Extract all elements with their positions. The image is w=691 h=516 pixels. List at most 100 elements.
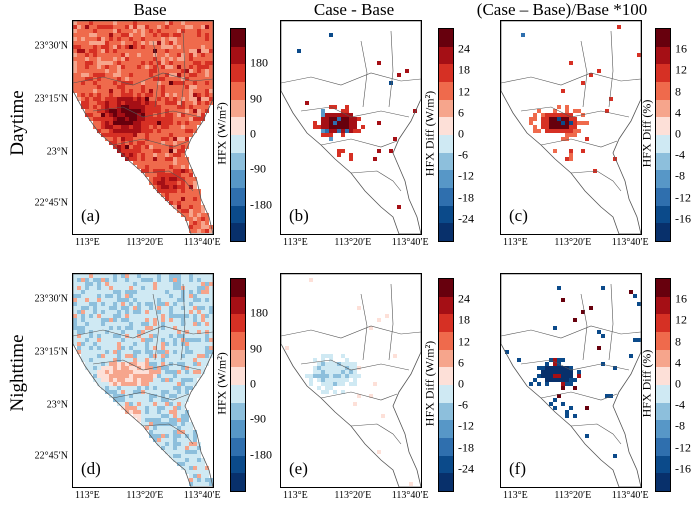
grid-cell [137, 25, 141, 29]
grid-cell [121, 77, 125, 81]
grid-cell [93, 282, 97, 286]
grid-cell [77, 41, 81, 45]
grid-cell [197, 350, 201, 354]
grid-cell [153, 89, 157, 93]
grid-cell [137, 153, 141, 157]
grid-cell [81, 45, 85, 49]
grid-cell [333, 105, 337, 109]
y-tick-label: 23°N [46, 399, 68, 411]
grid-cell [541, 121, 545, 125]
grid-cell [145, 129, 149, 133]
grid-cell [189, 302, 193, 306]
colorbar-tick-label: -8 [675, 168, 685, 183]
grid-cell [169, 49, 173, 53]
colorbar-tick-label: 12 [458, 334, 470, 349]
grid-cell [129, 354, 133, 358]
district-boundary [388, 30, 394, 108]
grid-cell [165, 25, 169, 29]
grid-cell [109, 73, 113, 77]
grid-cell [89, 306, 93, 310]
grid-cell [153, 29, 157, 33]
grid-cell [101, 37, 105, 41]
grid-cell [177, 165, 181, 169]
grid-cell [85, 286, 89, 290]
grid-cell [557, 374, 561, 378]
grid-cell [149, 69, 153, 73]
district-boundary [388, 283, 394, 361]
colorbar-segment [656, 402, 670, 421]
grid-cell [81, 302, 85, 306]
grid-cell [169, 414, 173, 418]
grid-cell [197, 221, 201, 225]
grid-cell [181, 197, 185, 201]
grid-cell [517, 358, 521, 362]
grid-cell [77, 33, 81, 37]
grid-cell [81, 61, 85, 65]
grid-cell [133, 402, 137, 406]
grid-cell [93, 57, 97, 61]
grid-cell [313, 125, 317, 129]
grid-cell [93, 374, 97, 378]
grid-cell [73, 21, 77, 25]
grid-cell [341, 370, 345, 374]
grid-cell [149, 342, 153, 346]
grid-cell [157, 69, 161, 73]
grid-cell [81, 25, 85, 29]
grid-cell [117, 81, 121, 85]
grid-cell [137, 386, 141, 390]
grid-cell [157, 350, 161, 354]
grid-cell [109, 121, 113, 125]
grid-cell [189, 374, 193, 378]
grid-cell [181, 209, 185, 213]
grid-cell [189, 85, 193, 89]
grid-cell [149, 81, 153, 85]
grid-cell [113, 386, 117, 390]
grid-cell [205, 49, 209, 53]
grid-cell [205, 362, 209, 366]
panel-label-e: (e) [289, 459, 308, 478]
grid-cell [209, 310, 213, 314]
grid-cell [145, 61, 149, 65]
grid-cell [133, 294, 137, 298]
grid-cell [161, 330, 165, 334]
grid-cell [537, 129, 541, 133]
grid-cell [125, 394, 129, 398]
grid-cell [181, 326, 185, 330]
grid-cell [321, 129, 325, 133]
grid-cell [185, 414, 189, 418]
grid-cell [201, 21, 205, 25]
grid-cell [201, 53, 205, 57]
grid-cell [205, 470, 209, 474]
colorbar-tick-label: -12 [458, 418, 474, 433]
grid-cell [581, 113, 585, 117]
grid-cell [153, 45, 157, 49]
grid-cell [153, 342, 157, 346]
grid-cell [157, 318, 161, 322]
grid-cell [185, 73, 189, 77]
grid-cell [109, 306, 113, 310]
grid-cell [185, 390, 189, 394]
grid-cell [117, 334, 121, 338]
grid-cell [193, 197, 197, 201]
grid-cell [121, 370, 125, 374]
grid-cell [173, 197, 177, 201]
grid-cell [161, 338, 165, 342]
grid-cell [169, 382, 173, 386]
grid-cell [73, 322, 77, 326]
grid-cell [161, 438, 165, 442]
grid-cell [177, 382, 181, 386]
grid-cell [125, 145, 129, 149]
grid-cell [561, 113, 565, 117]
grid-cell [145, 338, 149, 342]
grid-cell [145, 334, 149, 338]
grid-cell [193, 193, 197, 197]
grid-cell [77, 73, 81, 77]
grid-cell [181, 201, 185, 205]
grid-cell [193, 205, 197, 209]
grid-cell [169, 450, 173, 454]
grid-cell [93, 49, 97, 53]
grid-cell [329, 378, 333, 382]
grid-cell [89, 97, 93, 101]
grid-cell [349, 125, 353, 129]
grid-cell [165, 157, 169, 161]
